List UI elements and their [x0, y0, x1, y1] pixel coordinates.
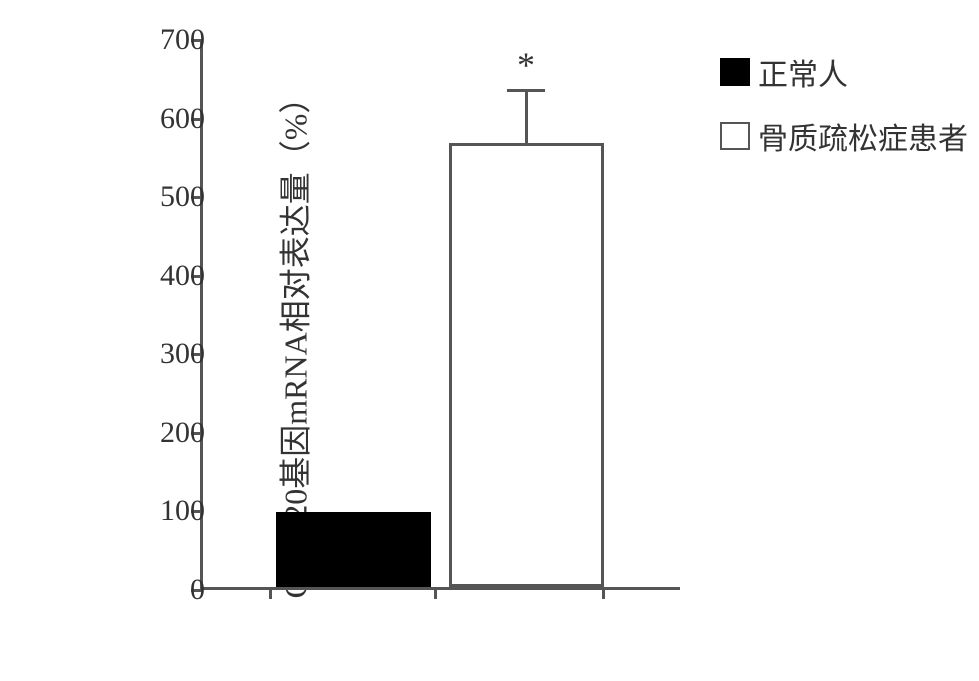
x-tick [269, 587, 272, 599]
y-tick-label: 600 [160, 102, 205, 136]
legend-label: 骨质疏松症患者 [758, 114, 968, 158]
error-bar-stem [525, 90, 528, 147]
y-tick-label: 300 [160, 337, 205, 371]
chart-container: CFAP20基因mRNA相对表达量（%） * 01002003004005006… [80, 30, 700, 650]
plot-area: * [200, 40, 680, 590]
y-tick-label: 500 [160, 180, 205, 214]
legend-label: 正常人 [758, 50, 848, 94]
y-tick-label: 100 [160, 494, 205, 528]
legend: 正常人骨质疏松症患者 [720, 50, 968, 178]
bar-filled [276, 512, 431, 587]
x-tick [602, 587, 605, 599]
legend-item: 正常人 [720, 50, 968, 94]
x-tick [434, 587, 437, 599]
y-tick-label: 200 [160, 416, 205, 450]
legend-item: 骨质疏松症患者 [720, 114, 968, 158]
y-tick-label: 400 [160, 259, 205, 293]
significance-mark: * [517, 44, 535, 86]
bar-hollow [449, 143, 604, 587]
legend-swatch [720, 122, 750, 150]
error-bar-cap [507, 89, 545, 92]
y-tick-label: 0 [190, 573, 205, 607]
legend-swatch [720, 58, 750, 86]
y-tick-label: 700 [160, 23, 205, 57]
